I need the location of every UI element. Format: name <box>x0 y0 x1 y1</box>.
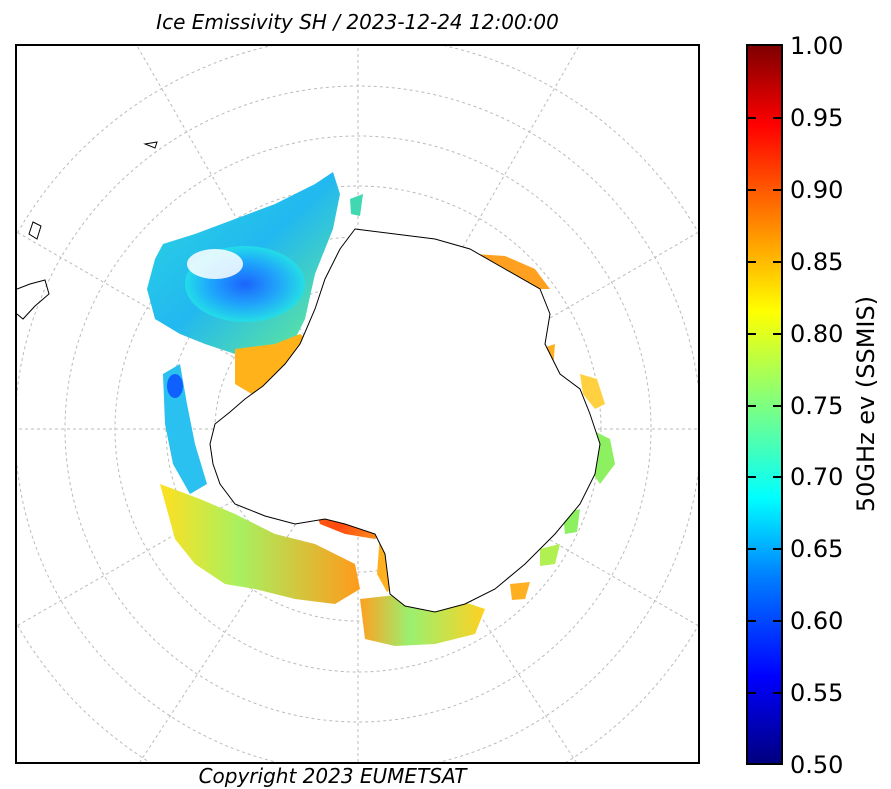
colorbar-tick-mark <box>773 692 781 695</box>
colorbar-tick-mark <box>773 620 781 623</box>
colorbar-tick-mark <box>773 476 781 479</box>
colorbar-tick-mark <box>748 692 756 695</box>
colorbar-tick-label: 0.55 <box>790 679 844 708</box>
colorbar-tick-label: 0.50 <box>790 751 844 779</box>
colorbar-tick-mark <box>748 620 756 623</box>
colorbar-tick-mark <box>773 116 781 119</box>
ice-emissivity-map <box>17 46 698 762</box>
colorbar-tick-mark <box>773 548 781 551</box>
colorbar-tick-mark <box>748 188 756 191</box>
south-america-coastline <box>17 141 158 320</box>
map-title: Ice Emissivity SH / 2023-12-24 12:00:00 <box>156 10 559 34</box>
colorbar-tick-label: 0.85 <box>790 247 844 276</box>
colorbar-tick-mark <box>748 260 756 263</box>
colorbar-tick-label: 0.80 <box>790 319 844 348</box>
colorbar-tick-mark <box>773 404 781 407</box>
colorbar-tick-label: 0.90 <box>790 175 844 204</box>
colorbar-label: 50GHz ev (SSMIS) <box>852 295 880 513</box>
colorbar-tick-mark <box>748 476 756 479</box>
colorbar-tick-mark <box>748 404 756 407</box>
colorbar-tick-label: 0.70 <box>790 463 844 492</box>
antarctica-coastline <box>209 228 601 613</box>
colorbar-tick-label: 0.75 <box>790 391 844 420</box>
colorbar-tick-mark <box>748 332 756 335</box>
colorbar-tick-mark <box>773 188 781 191</box>
colorbar-tick-mark <box>773 260 781 263</box>
colorbar-tick-mark <box>748 116 756 119</box>
copyright-text: Copyright 2023 EUMETSAT <box>198 764 467 788</box>
colorbar-tick-label: 1.00 <box>790 32 844 60</box>
colorbar-tick-label: 0.65 <box>790 535 844 564</box>
map-panel <box>15 44 700 764</box>
colorbar-tick-label: 0.60 <box>790 607 844 636</box>
colorbar-tick-mark <box>748 548 756 551</box>
colorbar-tick-label: 0.95 <box>790 103 844 132</box>
colorbar-tick-mark <box>773 332 781 335</box>
